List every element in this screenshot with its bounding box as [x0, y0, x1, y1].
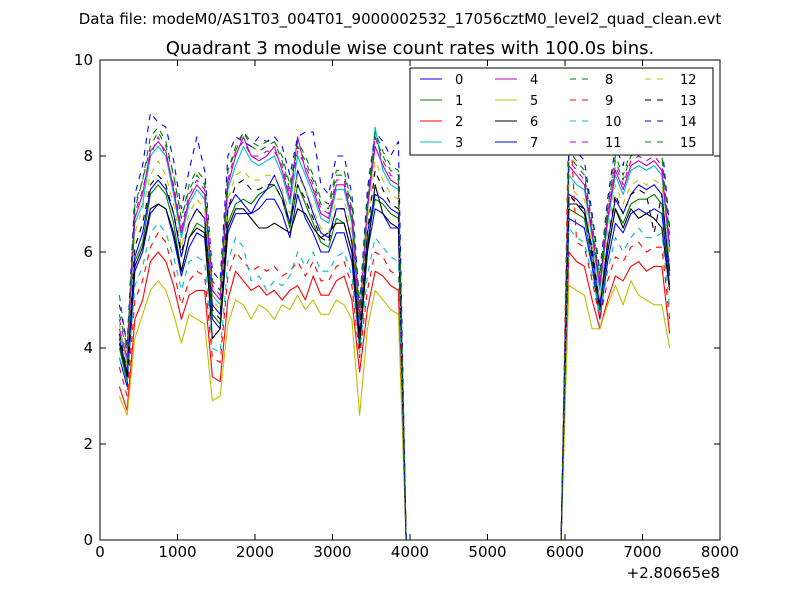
chart-suptitle: Data file: modeM0/AS1T03_004T01_90000025… — [79, 10, 722, 29]
x-tick-label: 4000 — [391, 543, 429, 561]
series-line-0 — [118, 193, 671, 540]
series-line-15 — [118, 126, 671, 540]
y-tick-label: 2 — [83, 435, 93, 453]
series-line-5 — [118, 280, 671, 540]
series-line-11 — [118, 136, 671, 540]
series-line-10 — [118, 222, 671, 540]
y-tick-label: 10 — [74, 51, 93, 69]
legend-label-1: 1 — [455, 94, 463, 109]
legend-label-15: 15 — [680, 136, 697, 151]
x-tick-label: 8000 — [701, 543, 739, 561]
series-line-4 — [118, 136, 671, 540]
series-line-12 — [118, 160, 671, 540]
x-tick-label: 3000 — [313, 543, 351, 561]
x-tick-label: 1000 — [158, 543, 196, 561]
plot-area — [118, 102, 671, 540]
x-tick-label: 2000 — [236, 543, 274, 561]
legend-label-2: 2 — [455, 115, 463, 130]
y-tick-label: 4 — [83, 339, 93, 357]
x-tick-label: 7000 — [623, 543, 661, 561]
legend-label-14: 14 — [680, 115, 697, 130]
legend-label-10: 10 — [605, 115, 622, 130]
series-line-13 — [118, 169, 671, 540]
legend-label-8: 8 — [605, 73, 613, 88]
legend-label-12: 12 — [680, 73, 697, 88]
series-line-2 — [118, 251, 671, 540]
series-line-1 — [118, 184, 671, 540]
x-tick-label: 6000 — [546, 543, 584, 561]
legend-label-0: 0 — [455, 73, 463, 88]
y-tick-label: 0 — [83, 531, 93, 549]
legend-box — [409, 67, 714, 156]
x-tick-label: 5000 — [468, 543, 506, 561]
series-line-3 — [118, 126, 671, 540]
series-line-6 — [118, 184, 671, 540]
legend-label-13: 13 — [680, 94, 697, 109]
legend-label-7: 7 — [530, 136, 538, 151]
series-line-8 — [118, 131, 671, 540]
chart-title: Quadrant 3 module wise count rates with … — [166, 38, 655, 59]
legend-label-9: 9 — [605, 94, 613, 109]
legend-label-5: 5 — [530, 94, 538, 109]
legend-label-11: 11 — [605, 136, 622, 151]
x-offset-label: +2.80665e8 — [627, 564, 720, 582]
y-tick-label: 6 — [83, 243, 93, 261]
legend-label-6: 6 — [530, 115, 538, 130]
legend-label-4: 4 — [530, 73, 538, 88]
legend-label-3: 3 — [455, 136, 463, 151]
y-tick-label: 8 — [83, 147, 93, 165]
series-line-9 — [118, 102, 671, 540]
x-tick-label: 0 — [95, 543, 105, 561]
